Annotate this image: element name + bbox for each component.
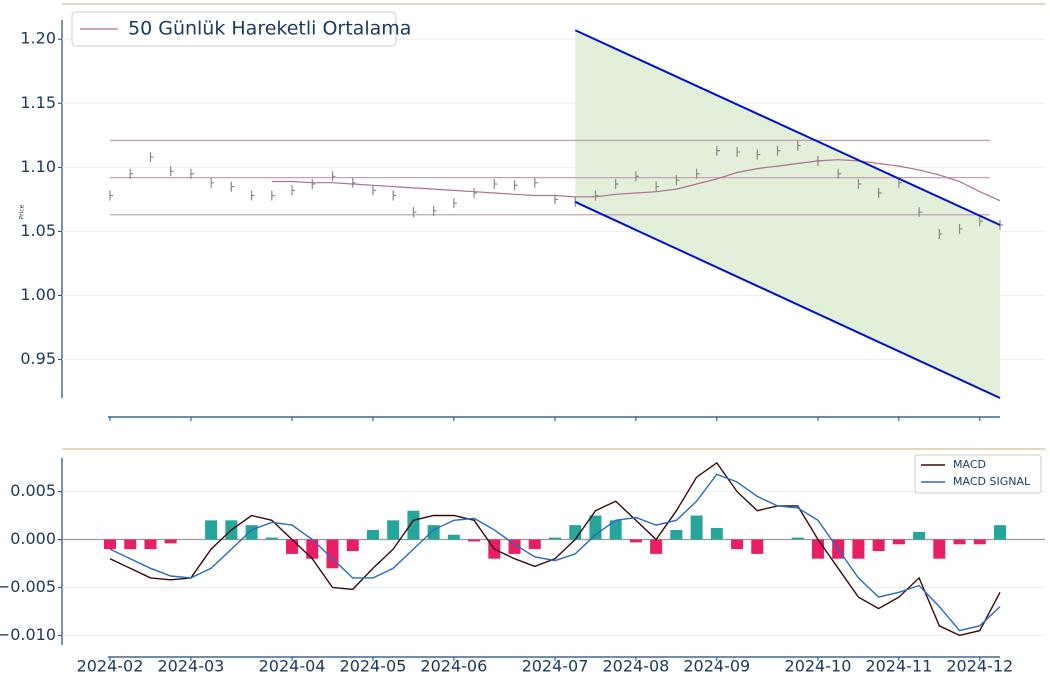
histogram-bar: [387, 520, 400, 540]
y-tick-label: −0.010: [0, 625, 56, 644]
histogram-bar: [265, 537, 278, 540]
histogram-bar: [447, 534, 460, 540]
histogram-bar: [973, 539, 986, 545]
histogram-bar: [670, 529, 683, 540]
legend-label: 50 Günlük Hareketli Ortalama: [128, 18, 411, 40]
y-tick-label: 1.05: [20, 221, 56, 240]
histogram-bar: [913, 531, 926, 540]
y-axis-label: Price: [19, 204, 26, 219]
histogram-bar: [164, 539, 177, 544]
histogram-bar: [650, 539, 663, 554]
histogram-bar: [589, 515, 602, 540]
histogram-bar: [366, 529, 379, 540]
histogram-bar: [892, 539, 905, 545]
histogram-bar: [346, 539, 359, 552]
y-tick-label: −0.005: [0, 577, 56, 596]
x-tick-label: 2024-09: [683, 657, 750, 676]
y-tick-label: 1.15: [20, 93, 56, 112]
histogram-bar: [407, 510, 420, 540]
histogram-bar: [508, 539, 521, 554]
y-tick-label: 1.20: [20, 29, 56, 48]
legend-label: MACD: [953, 458, 986, 471]
y-tick-label: 0.005: [10, 481, 56, 500]
histogram-bar: [205, 520, 218, 540]
y-tick-label: 1.10: [20, 157, 56, 176]
histogram-bar: [791, 537, 804, 540]
x-tick-label: 2024-08: [602, 657, 669, 676]
histogram-bar: [104, 539, 116, 550]
histogram-bar: [751, 539, 764, 554]
histogram-bar: [933, 539, 946, 559]
histogram-bar: [245, 525, 258, 540]
histogram-bar: [994, 525, 1006, 540]
histogram-bar: [731, 539, 744, 550]
x-tick-label: 2024-11: [865, 657, 932, 676]
macd-line: [109, 461, 1001, 637]
x-tick-label: 2024-10: [785, 657, 852, 676]
y-tick-label: 0.000: [10, 529, 56, 548]
x-tick-label: 2024-07: [522, 657, 589, 676]
x-tick-label: 2024-04: [259, 657, 326, 676]
histogram-bar: [690, 515, 703, 540]
x-tick-label: 2024-12: [946, 657, 1013, 676]
y-tick-label: 1.00: [20, 285, 56, 304]
x-tick-label: 2024-06: [420, 657, 487, 676]
histogram-bar: [306, 539, 319, 559]
histogram-bar: [286, 539, 299, 554]
y-tick-label: 0.95: [20, 349, 56, 368]
channel-upper: [574, 29, 1001, 226]
histogram-bar: [144, 539, 157, 550]
x-tick-label: 2024-03: [157, 657, 224, 676]
histogram-bar: [852, 539, 865, 559]
histogram-bar: [528, 539, 541, 550]
histogram-bar: [811, 539, 824, 559]
histogram-bar: [124, 539, 137, 550]
x-tick-label: 2024-02: [77, 657, 144, 676]
histogram-bar: [953, 539, 966, 545]
legend-box: [914, 454, 1042, 494]
moving-average: [271, 159, 1001, 202]
histogram-bar: [710, 528, 723, 540]
x-tick-label: 2024-05: [340, 657, 407, 676]
histogram-bar: [468, 539, 481, 542]
histogram-bar: [609, 520, 622, 540]
histogram-bar: [872, 539, 885, 552]
legend-box: [71, 11, 397, 47]
legend-label: MACD SIGNAL: [953, 475, 1031, 488]
histogram-bar: [549, 537, 561, 540]
channel-lower: [574, 201, 1001, 399]
histogram-bar: [629, 539, 642, 543]
macd-line: [109, 473, 1001, 632]
